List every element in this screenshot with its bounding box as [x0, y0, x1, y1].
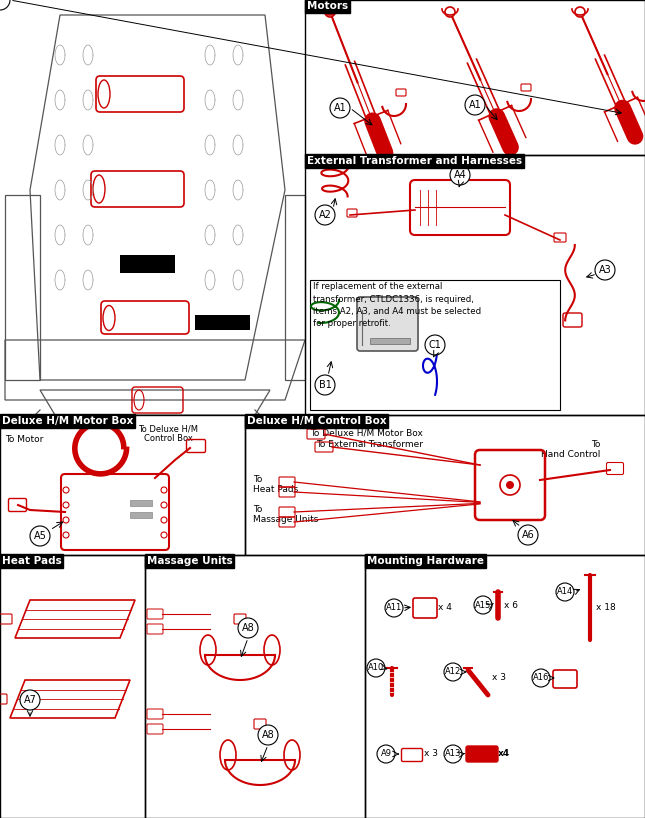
Circle shape [450, 165, 470, 185]
Text: A14: A14 [557, 587, 573, 596]
Text: To Deluxe H/M Motor Box: To Deluxe H/M Motor Box [310, 428, 423, 437]
Circle shape [444, 663, 462, 681]
Circle shape [315, 375, 335, 395]
Bar [130, 512, 152, 518]
Text: To
Hand Control: To Hand Control [541, 440, 600, 460]
Text: x 6: x 6 [504, 600, 518, 609]
Text: x 4: x 4 [438, 604, 452, 613]
Circle shape [445, 7, 455, 17]
Text: A3: A3 [599, 265, 611, 275]
Text: External Transformer and Harnesses: External Transformer and Harnesses [307, 156, 522, 166]
Text: To Motor: To Motor [5, 435, 43, 444]
Text: A8: A8 [262, 730, 274, 740]
Text: x4: x4 [498, 749, 510, 758]
Circle shape [518, 525, 538, 545]
Circle shape [315, 205, 335, 225]
Text: A7: A7 [24, 695, 36, 705]
Text: A11: A11 [386, 604, 402, 613]
Text: A5: A5 [34, 531, 46, 541]
Text: Deluxe H/M Control Box: Deluxe H/M Control Box [247, 416, 386, 426]
Text: Deluxe H/M Motor Box: Deluxe H/M Motor Box [2, 416, 134, 426]
Text: Mounting Hardware: Mounting Hardware [367, 556, 484, 566]
Text: x 18: x 18 [596, 604, 616, 613]
Text: B1: B1 [319, 380, 332, 390]
Circle shape [556, 583, 574, 601]
Circle shape [575, 7, 585, 17]
Text: A9: A9 [381, 749, 392, 758]
Circle shape [474, 596, 492, 614]
Circle shape [444, 745, 462, 763]
Circle shape [20, 690, 40, 710]
FancyBboxPatch shape [357, 297, 418, 351]
Circle shape [377, 745, 395, 763]
Text: x 3: x 3 [424, 749, 438, 758]
Text: To External Transformer: To External Transformer [316, 440, 423, 449]
FancyBboxPatch shape [466, 746, 498, 762]
Text: A15: A15 [475, 600, 491, 609]
Text: If replacement of the external
transformer, CTLDC1336, is required,
items A2, A3: If replacement of the external transform… [313, 282, 481, 329]
Bar [305, 155, 645, 415]
Text: A2: A2 [319, 210, 332, 220]
Text: A12: A12 [445, 667, 461, 676]
Bar [0, 555, 145, 818]
Circle shape [506, 481, 514, 489]
Circle shape [0, 0, 10, 10]
Circle shape [238, 618, 258, 638]
Bar [305, 0, 645, 155]
Text: Heat Pads: Heat Pads [2, 556, 62, 566]
Circle shape [595, 260, 615, 280]
Circle shape [465, 95, 485, 115]
Text: A4: A4 [453, 170, 466, 180]
Circle shape [330, 98, 350, 118]
Text: Massage Units: Massage Units [147, 556, 233, 566]
Text: A1: A1 [333, 103, 346, 113]
Text: A13: A13 [445, 749, 461, 758]
Text: To
Massage Units: To Massage Units [253, 505, 319, 524]
Bar [245, 415, 645, 555]
Text: To
Heat Pads: To Heat Pads [253, 475, 298, 494]
Circle shape [367, 659, 385, 677]
Text: To Deluxe H/M
Control Box: To Deluxe H/M Control Box [138, 424, 198, 443]
Circle shape [325, 7, 335, 17]
Text: A8: A8 [242, 623, 254, 633]
Text: x 3: x 3 [492, 673, 506, 682]
Bar [195, 315, 250, 330]
Circle shape [385, 599, 403, 617]
Bar [310, 280, 560, 410]
Bar [145, 555, 365, 818]
Circle shape [30, 526, 50, 546]
Bar [120, 255, 175, 273]
Text: C1: C1 [428, 340, 441, 350]
Bar [365, 555, 645, 818]
Circle shape [258, 725, 278, 745]
Text: A16: A16 [533, 673, 549, 682]
Text: A10: A10 [368, 663, 384, 672]
Circle shape [425, 335, 445, 355]
Bar [370, 338, 410, 344]
Text: A1: A1 [469, 100, 481, 110]
Bar [130, 500, 152, 506]
Text: A6: A6 [522, 530, 534, 540]
Circle shape [532, 669, 550, 687]
Text: Motors: Motors [307, 1, 348, 11]
Bar [0, 415, 245, 555]
